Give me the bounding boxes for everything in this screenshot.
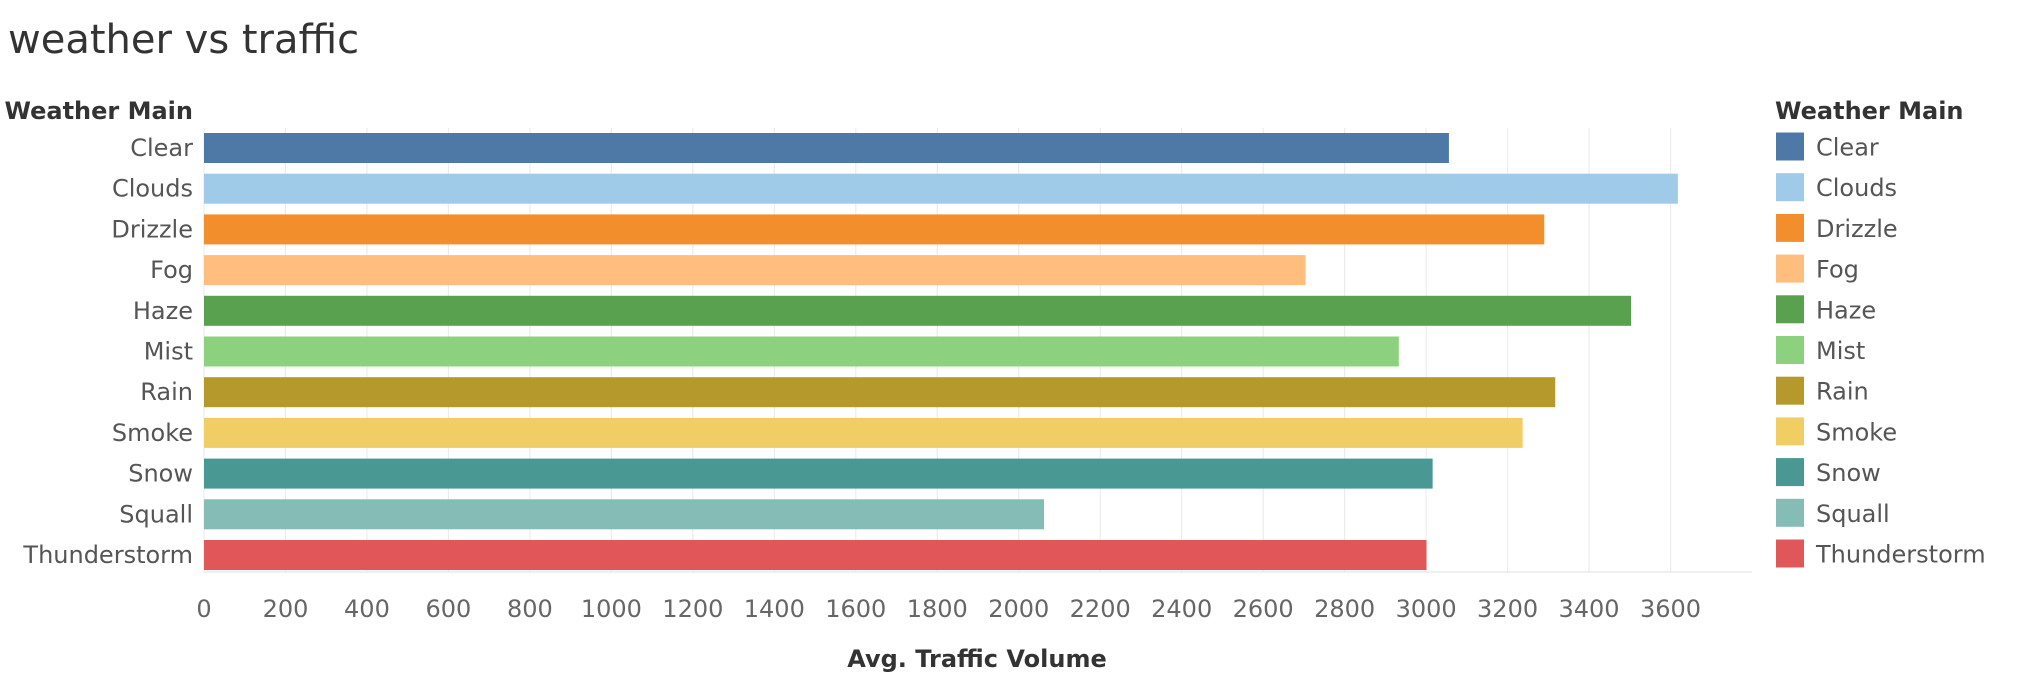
legend-label: Squall: [1816, 500, 1890, 528]
bar-snow: [204, 458, 1433, 489]
category-label: Clear: [130, 134, 193, 162]
bar-drizzle: [204, 214, 1545, 245]
x-tick-label: 1000: [581, 595, 642, 623]
x-tick-label: 1600: [825, 595, 886, 623]
legend-label: Drizzle: [1816, 215, 1898, 243]
bar-haze: [204, 295, 1632, 326]
bar-clear: [204, 133, 1449, 163]
x-tick-label: 2000: [988, 595, 1049, 623]
x-tick-label: 1200: [662, 595, 723, 623]
legend-swatch-clear: [1776, 132, 1804, 161]
legend-swatch-rain: [1776, 376, 1804, 405]
bar-fog: [204, 255, 1306, 286]
legend-swatch-drizzle: [1776, 213, 1804, 242]
x-tick-label: 3000: [1396, 595, 1457, 623]
chart-title: weather vs traffic: [8, 17, 359, 63]
legend-label: Fog: [1816, 256, 1859, 284]
legend-swatch-fog: [1776, 254, 1804, 283]
category-label: Drizzle: [111, 215, 193, 243]
legend-swatch-squall: [1776, 498, 1804, 527]
category-label: Rain: [140, 378, 193, 406]
legend-label: Mist: [1816, 337, 1865, 365]
category-label: Thunderstorm: [22, 541, 193, 569]
legend-swatch-mist: [1776, 336, 1804, 364]
bar-clouds: [204, 173, 1678, 204]
x-tick-label: 1400: [744, 595, 805, 623]
legend-label: Clouds: [1816, 174, 1897, 202]
category-label: Fog: [150, 256, 193, 284]
x-axis-ticks: 0 200 400 600 800 1000 1200 1400 1600 1800 2000 220…: [196, 595, 1701, 623]
x-tick-label: 800: [507, 595, 553, 623]
bar-mist: [204, 336, 1399, 367]
x-tick-label: 200: [263, 595, 309, 623]
bars: [204, 133, 1678, 570]
x-tick-label: 2800: [1314, 595, 1375, 623]
legend-swatch-snow: [1776, 458, 1804, 487]
x-tick-label: 600: [426, 595, 472, 623]
bar-rain: [204, 377, 1556, 408]
legend-swatch-smoke: [1776, 417, 1804, 446]
legend: Weather Main Clear Clouds Drizzle Fog Haze Mi…: [1775, 97, 1986, 569]
x-tick-label: 2400: [1151, 595, 1212, 623]
row-header: Weather Main: [4, 97, 193, 125]
legend-label: Clear: [1816, 134, 1879, 162]
x-tick-label: 3600: [1640, 595, 1701, 623]
category-labels: Clear Clouds Drizzle Fog Haze Mist Rain Smoke Sn…: [22, 134, 193, 569]
legend-label: Smoke: [1816, 418, 1897, 446]
legend-swatch-clouds: [1776, 173, 1804, 202]
x-tick-label: 3200: [1477, 595, 1538, 623]
legend-swatch-thunderstorm: [1776, 539, 1804, 568]
x-axis-title: Avg. Traffic Volume: [847, 645, 1106, 673]
category-label: Smoke: [112, 419, 193, 447]
x-tick-label: 400: [344, 595, 390, 623]
legend-label: Haze: [1816, 296, 1876, 324]
legend-label: Rain: [1816, 378, 1869, 406]
category-label: Haze: [133, 297, 193, 325]
category-label: Snow: [128, 460, 193, 488]
x-tick-label: 0: [196, 595, 211, 623]
category-label: Mist: [144, 338, 193, 366]
x-tick-label: 2600: [1233, 595, 1294, 623]
x-tick-label: 1800: [907, 595, 968, 623]
legend-label: Snow: [1816, 459, 1881, 487]
category-label: Clouds: [112, 175, 193, 203]
bar-smoke: [204, 417, 1523, 448]
category-label: Squall: [119, 500, 193, 528]
x-tick-label: 3400: [1559, 595, 1620, 623]
bar-squall: [204, 499, 1044, 530]
legend-label: Thunderstorm: [1815, 541, 1986, 569]
legend-swatch-haze: [1776, 295, 1804, 324]
bar-thunderstorm: [204, 540, 1427, 570]
x-tick-label: 2200: [1070, 595, 1131, 623]
legend-title: Weather Main: [1775, 97, 1964, 125]
